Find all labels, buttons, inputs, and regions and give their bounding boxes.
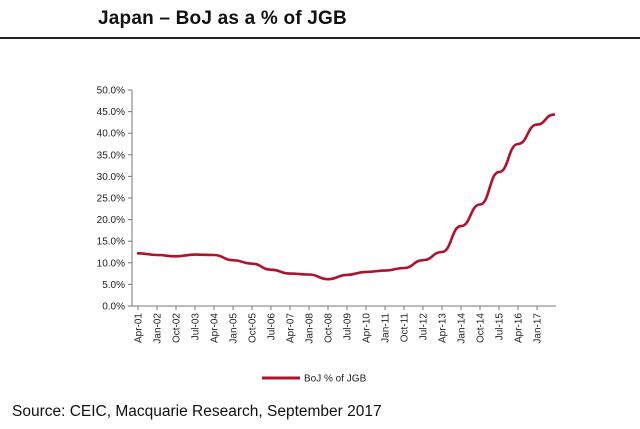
line-chart: 0.0% 5.0% 10.0% 15.0% 20.0% 25.0% 30.0% 35.0% 40…: [97, 86, 556, 385]
x-tick-label: Jan-02: [153, 313, 164, 344]
x-tick-label: Apr-13: [438, 313, 449, 343]
x-tick-label: Apr-16: [514, 313, 525, 343]
x-tick-label: Jul-09: [343, 313, 354, 341]
x-tick-label: Jul-03: [191, 313, 202, 341]
x-tick-label: Apr-10: [362, 313, 373, 343]
y-tick-label: 40.0%: [97, 129, 125, 140]
y-tick-label: 10.0%: [97, 258, 125, 269]
y-tick-label: 20.0%: [97, 215, 125, 226]
x-tick-label: Apr-01: [134, 313, 145, 343]
x-tick-label: Jul-12: [419, 313, 430, 341]
x-tick-label: Jan-14: [457, 313, 468, 344]
y-tick-label: 35.0%: [97, 150, 125, 161]
x-tick-label: Oct-08: [324, 313, 335, 343]
x-tick-label: Oct-05: [248, 313, 259, 343]
y-tick-label: 5.0%: [102, 280, 125, 291]
y-tick-label: 25.0%: [97, 194, 125, 205]
chart-title: Japan – BoJ as a % of JGB: [98, 8, 347, 29]
y-tick-label: 45.0%: [97, 107, 125, 118]
x-tick-label: Oct-14: [476, 313, 487, 343]
title-divider: [0, 37, 640, 39]
x-tick-label: Jan-11: [381, 313, 392, 343]
x-tick-label: Jan-05: [229, 313, 240, 344]
x-axis-ticks: Apr-01 Jan-02 Oct-02 Jul-03 Apr-04 Jan-05 Oct-…: [134, 306, 544, 344]
y-tick-label: 0.0%: [102, 302, 125, 313]
series-line: [136, 113, 556, 281]
series-layer: [136, 113, 556, 281]
x-tick-label: Oct-02: [172, 313, 183, 343]
chart-axes: [131, 90, 556, 307]
x-tick-label: Jan-08: [305, 313, 316, 344]
x-tick-label: Apr-07: [286, 313, 297, 343]
y-axis-ticks: 0.0% 5.0% 10.0% 15.0% 20.0% 25.0% 30.0% 35.0% 40…: [97, 86, 132, 313]
legend: BoJ % of JGB: [262, 374, 367, 385]
x-tick-label: Oct-11: [400, 313, 411, 343]
y-tick-label: 30.0%: [97, 172, 125, 183]
source-note: Source: CEIC, Macquarie Research, Septem…: [12, 403, 382, 420]
y-tick-label: 15.0%: [97, 237, 125, 248]
y-tick-label: 50.0%: [97, 86, 125, 97]
x-tick-label: Apr-04: [210, 313, 221, 343]
legend-label: BoJ % of JGB: [304, 374, 367, 385]
x-tick-label: Jan-17: [533, 313, 544, 344]
x-tick-label: Jul-15: [495, 313, 506, 341]
x-tick-label: Jul-06: [267, 313, 278, 341]
